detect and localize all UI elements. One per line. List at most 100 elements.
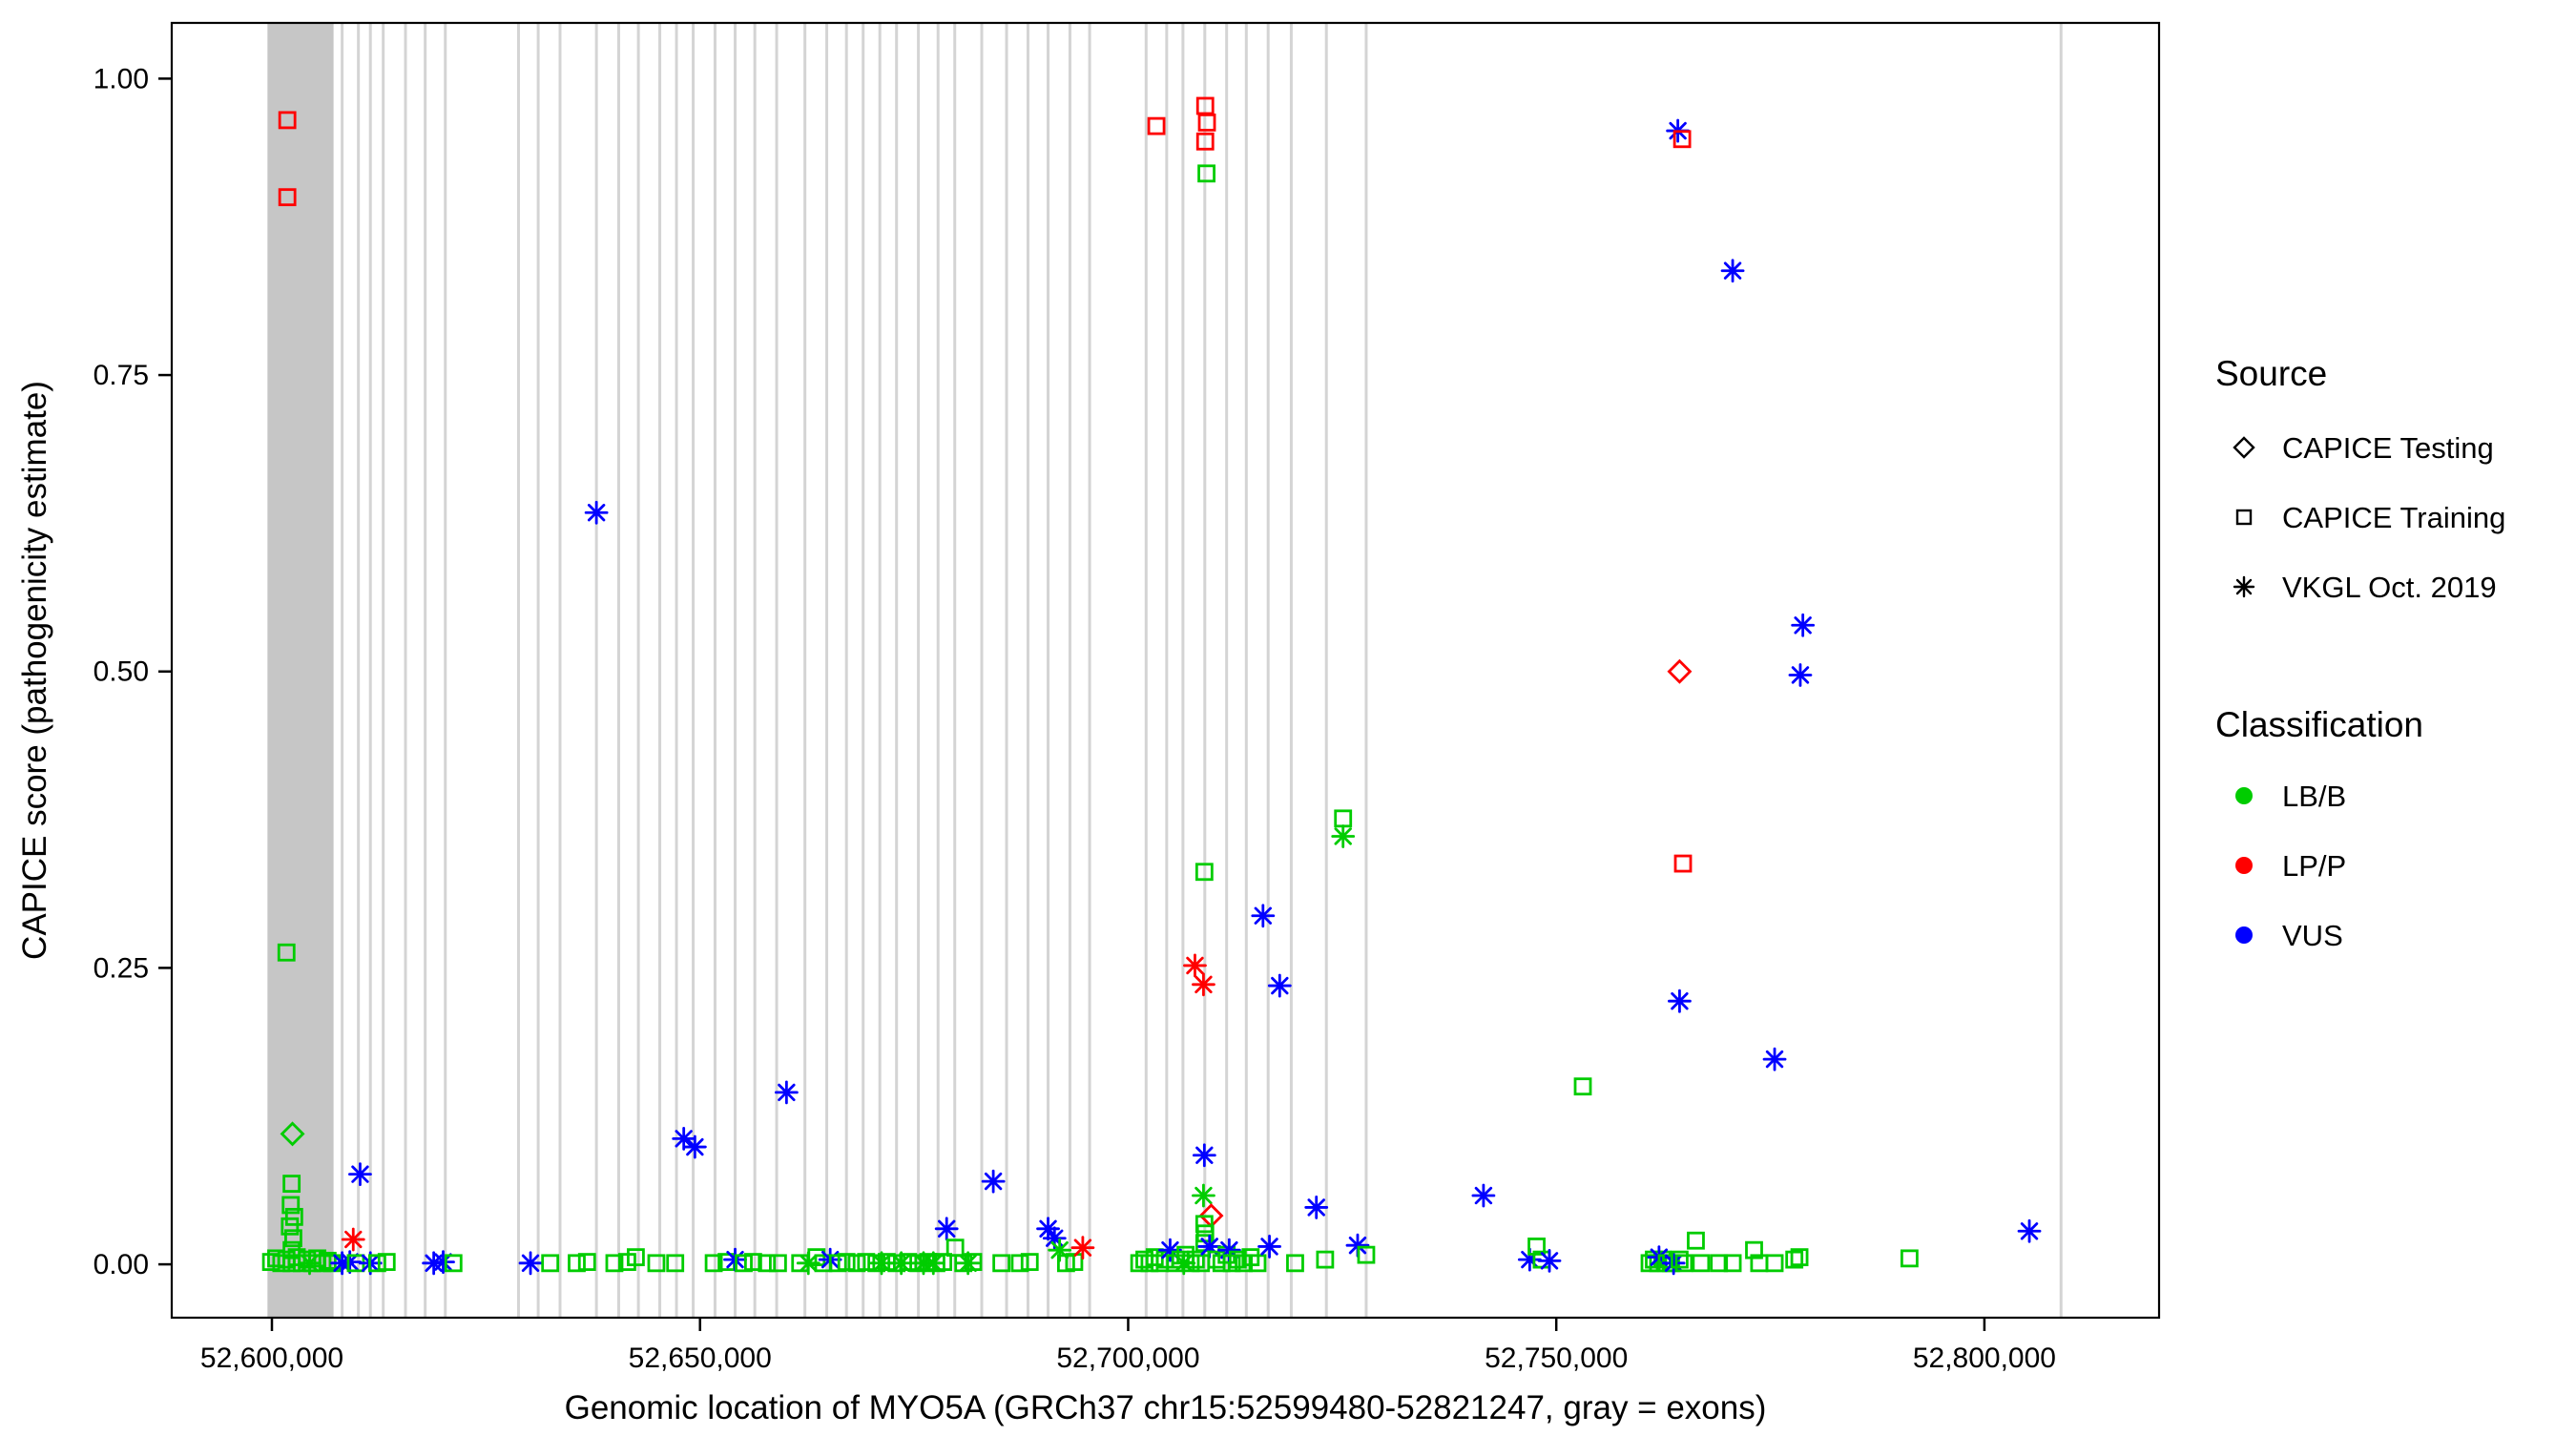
data-point: [1537, 1248, 1562, 1273]
data-point: [577, 1253, 596, 1271]
data-point: [1251, 904, 1276, 928]
square-marker: [541, 1254, 560, 1273]
exon-line: [658, 24, 662, 1317]
x-tick-label: 52,700,000: [1056, 1342, 1199, 1374]
asterisk-stroke: [341, 1253, 359, 1271]
exon-line: [616, 24, 620, 1317]
x-tick-label: 52,600,000: [200, 1342, 343, 1374]
data-point: [934, 1217, 959, 1241]
square-marker: [1671, 1250, 1689, 1269]
data-point: [1192, 972, 1215, 997]
square-marker: [847, 1254, 866, 1273]
legend-classification-label: LP/P: [2282, 849, 2346, 883]
data-point: [1745, 1240, 1763, 1259]
exon-line: [444, 24, 447, 1317]
data-point: [769, 1254, 787, 1273]
asterisk-stroke: [778, 1083, 796, 1102]
square-legend-icon: [2235, 509, 2253, 526]
exon-line: [1047, 24, 1050, 1317]
data-point: [1674, 1254, 1693, 1273]
square-marker: [1357, 1245, 1376, 1264]
square-marker: [367, 1254, 386, 1273]
square-marker: [704, 1254, 723, 1273]
data-point: [280, 1217, 300, 1236]
exon-line: [1165, 24, 1169, 1317]
data-point: [1573, 1077, 1592, 1096]
legend-classification-item: VUS: [2235, 919, 2343, 952]
data-point: [1331, 824, 1356, 848]
square-marker: [627, 1248, 645, 1267]
x-tick-label: 52,650,000: [629, 1342, 772, 1374]
exon-line: [357, 24, 361, 1317]
data-point: [1147, 116, 1166, 135]
data-point: [1668, 989, 1692, 1013]
classification-dot-icon: [2235, 926, 2253, 944]
legend-source-label: CAPICE Testing: [2282, 431, 2494, 465]
data-point: [377, 1253, 396, 1271]
square-marker: [1673, 854, 1693, 873]
asterisk-stroke: [1161, 1240, 1179, 1259]
data-point: [666, 1254, 685, 1273]
square-marker: [278, 188, 297, 207]
legend: Source CAPICE Testing CAPICE Training VKGL …: [2215, 354, 2505, 952]
exon-line: [424, 24, 427, 1317]
square-marker: [277, 943, 296, 962]
exon-layer: [267, 24, 2063, 1317]
square-marker: [1723, 1254, 1742, 1273]
square-marker: [1765, 1254, 1784, 1273]
data-point: [735, 1254, 753, 1273]
data-point: [1316, 1250, 1335, 1269]
legend-source-title: Source: [2215, 354, 2327, 393]
y-tick-label: 0.00: [93, 1249, 149, 1280]
legend-source-item: CAPICE Training: [2235, 501, 2505, 534]
data-point: [1673, 854, 1693, 873]
x-axis-title: Genomic location of MYO5A (GRCh37 chr15:…: [565, 1389, 1767, 1426]
data-point: [964, 1253, 983, 1271]
square-marker: [280, 1217, 300, 1236]
exon-line: [753, 24, 757, 1317]
axes-layer: 52,600,000 52,650,000 52,700,000 52,750,000…: [16, 63, 2056, 1426]
exon-line: [1068, 24, 1071, 1317]
legend-classification-label: LB/B: [2282, 780, 2346, 813]
legend-classification-item: LB/B: [2235, 780, 2346, 813]
data-point: [1723, 1254, 1742, 1273]
square-marker: [1674, 1254, 1693, 1273]
data-point: [1065, 1253, 1084, 1271]
square-marker: [1745, 1240, 1763, 1259]
square-marker: [1186, 1250, 1205, 1269]
square-marker: [568, 1254, 586, 1273]
data-point: [1671, 1250, 1689, 1269]
asterisk-stroke: [1723, 261, 1742, 280]
data-point: [1267, 973, 1292, 998]
data-point: [1248, 1254, 1267, 1273]
asterisk-stroke: [1671, 992, 1689, 1010]
data-point: [341, 1227, 365, 1252]
data-point: [1195, 1215, 1214, 1234]
square-marker: [1672, 130, 1692, 149]
square-marker: [1228, 1250, 1247, 1269]
square-marker: [1785, 1250, 1804, 1269]
asterisk-stroke: [1307, 1198, 1325, 1217]
data-point: [1197, 164, 1215, 183]
legend-source-label: VKGL Oct. 2019: [2282, 571, 2497, 604]
exon-line: [558, 24, 562, 1317]
legend-source-item: VKGL Oct. 2019: [2233, 571, 2497, 604]
data-point: [541, 1254, 560, 1273]
asterisk-stroke: [1195, 1186, 1213, 1205]
data-point: [847, 1254, 866, 1273]
asterisk-stroke: [1794, 616, 1812, 635]
y-tick-label: 0.25: [93, 952, 149, 984]
asterisk-stroke: [984, 1172, 1003, 1191]
data-point: [278, 188, 297, 207]
exon-line: [713, 24, 717, 1317]
exon-line: [1088, 24, 1091, 1317]
data-point: [1667, 658, 1693, 684]
exon-line: [1181, 24, 1185, 1317]
square-marker: [1527, 1238, 1546, 1256]
exon-line: [775, 24, 779, 1317]
square-marker: [1687, 1231, 1705, 1250]
data-point: [682, 1134, 707, 1159]
square-marker: [1195, 863, 1214, 882]
square-marker: [1197, 164, 1215, 183]
y-tick-label: 0.75: [93, 360, 149, 391]
